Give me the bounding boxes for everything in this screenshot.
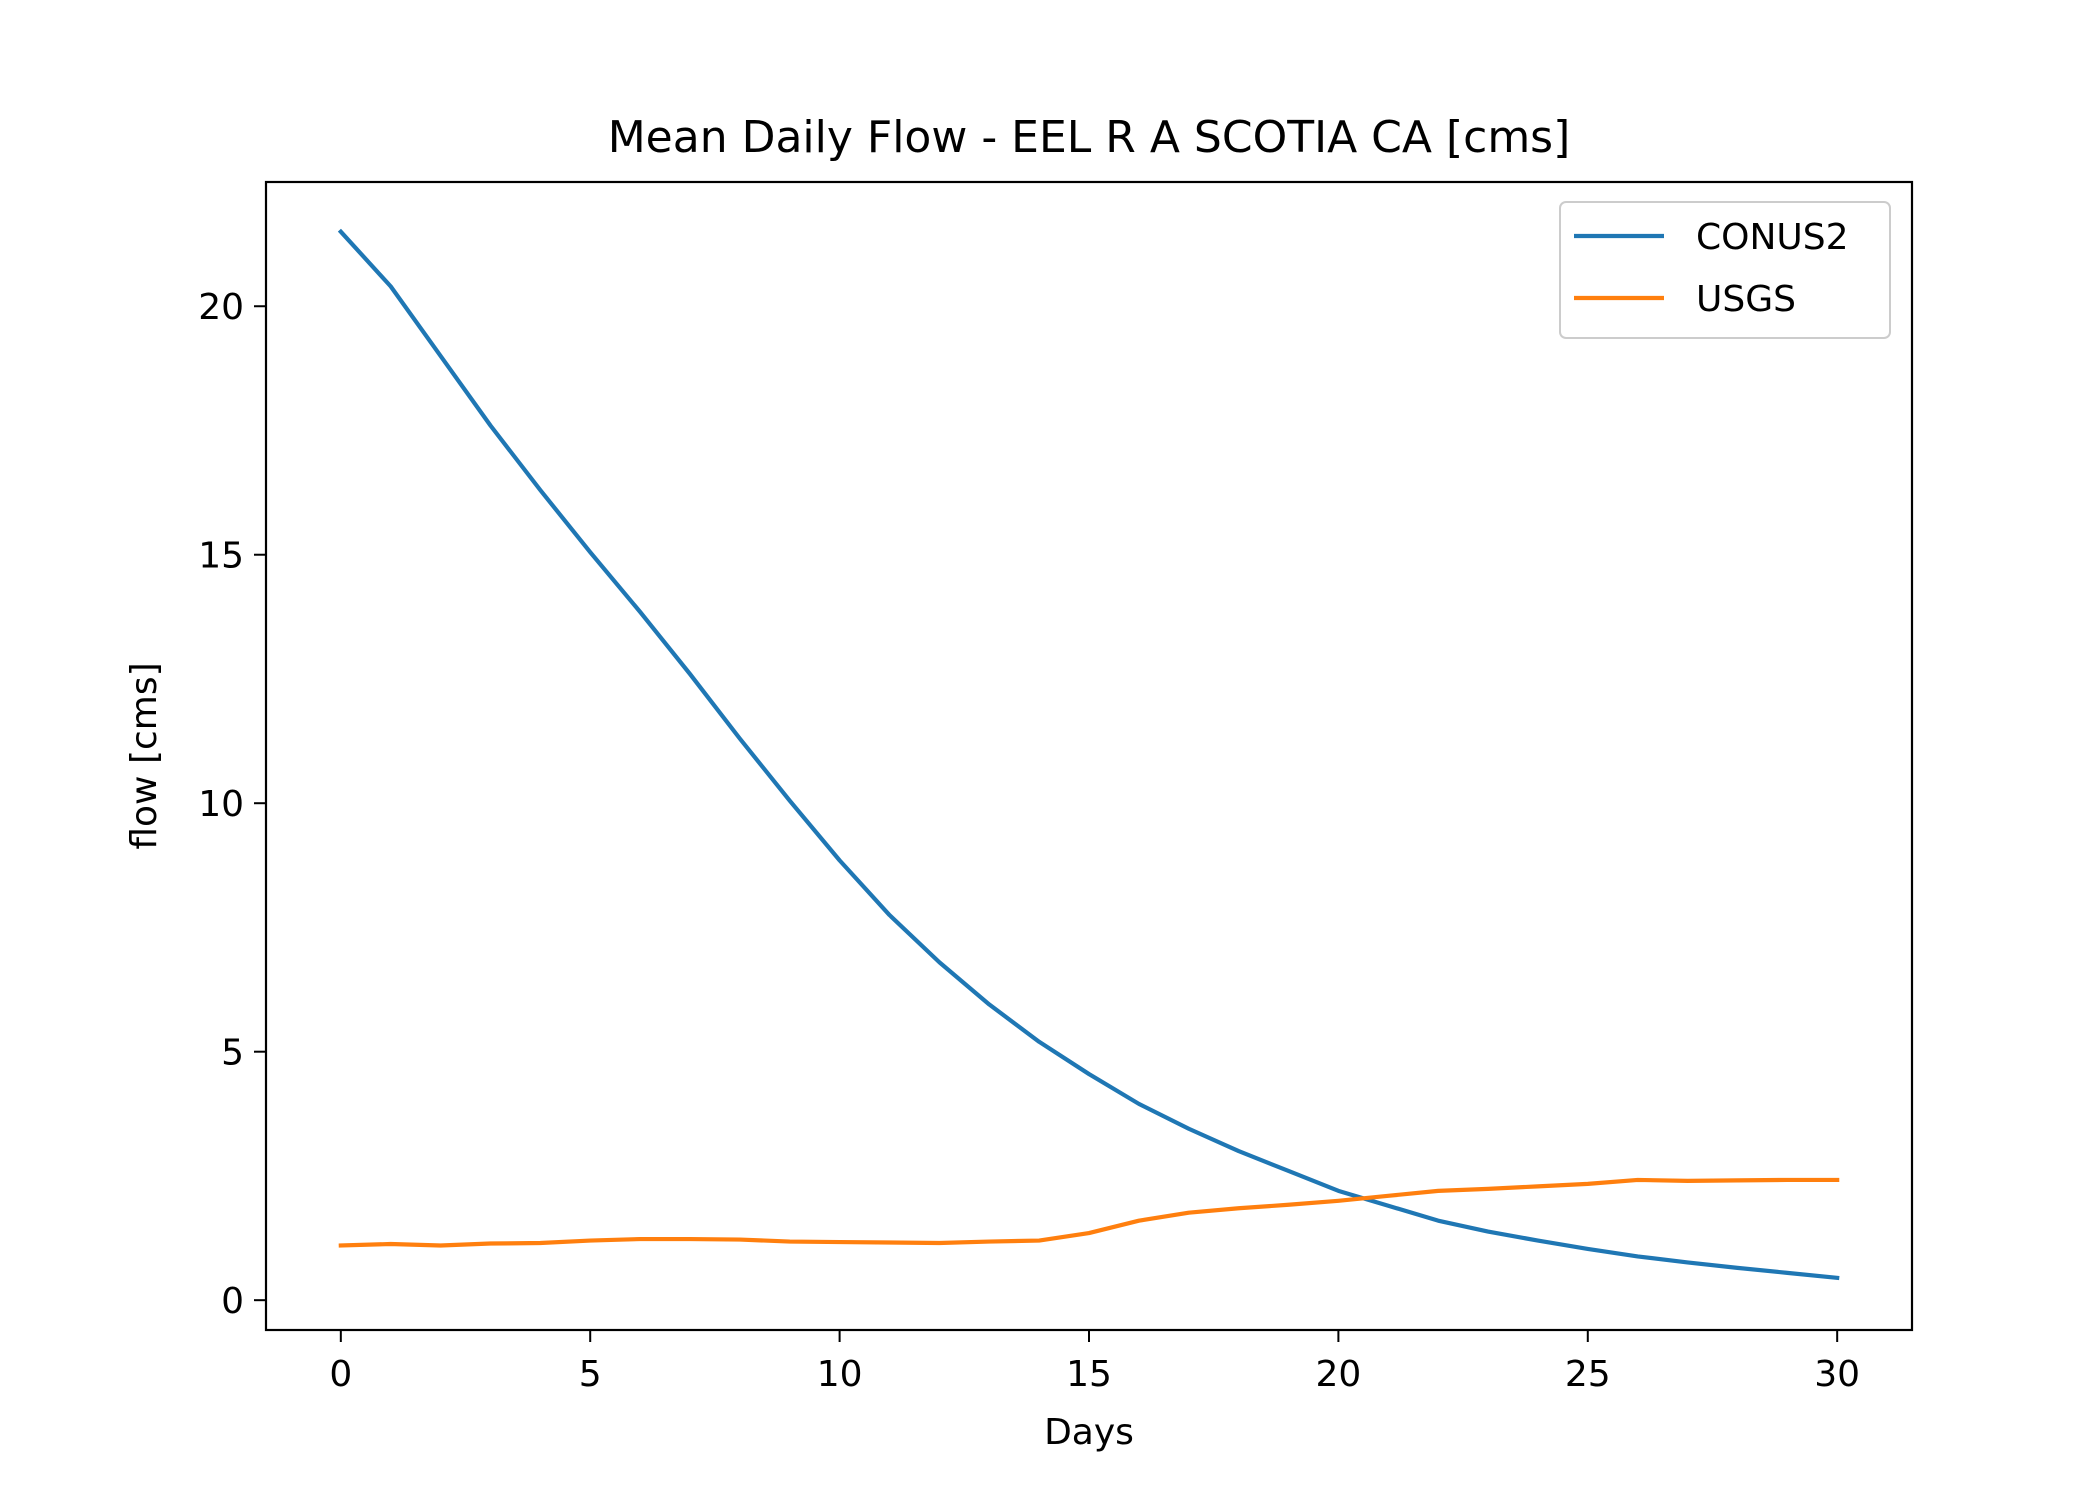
y-axis-label: flow [cms] [124, 662, 165, 849]
x-tick-label: 30 [1814, 1354, 1860, 1395]
y-tick-label: 5 [221, 1033, 244, 1074]
x-tick-label: 5 [579, 1354, 602, 1395]
legend-label-conus2: CONUS2 [1696, 217, 1849, 258]
series-line-usgs [338, 1177, 1840, 1248]
y-tick-label: 20 [198, 287, 244, 328]
plot-area: 0 5 10 15 20 25 30 0 5 10 15 20 CONUS2 USGS [198, 180, 1914, 1395]
y-tick-label: 0 [221, 1281, 244, 1322]
legend-label-usgs: USGS [1696, 279, 1796, 320]
x-tick-label: 20 [1315, 1354, 1361, 1395]
x-axis-label: Days [1044, 1412, 1134, 1453]
y-tick-label: 15 [198, 536, 244, 577]
y-tick-label: 10 [198, 784, 244, 825]
x-tick-label: 10 [817, 1354, 863, 1395]
chart-title: Mean Daily Flow - EEL R A SCOTIA CA [cms… [608, 112, 1571, 163]
x-tick-label: 0 [329, 1354, 352, 1395]
x-tick-label: 15 [1066, 1354, 1112, 1395]
x-tick-label: 25 [1565, 1354, 1611, 1395]
series-line-conus2 [337, 228, 1840, 1281]
